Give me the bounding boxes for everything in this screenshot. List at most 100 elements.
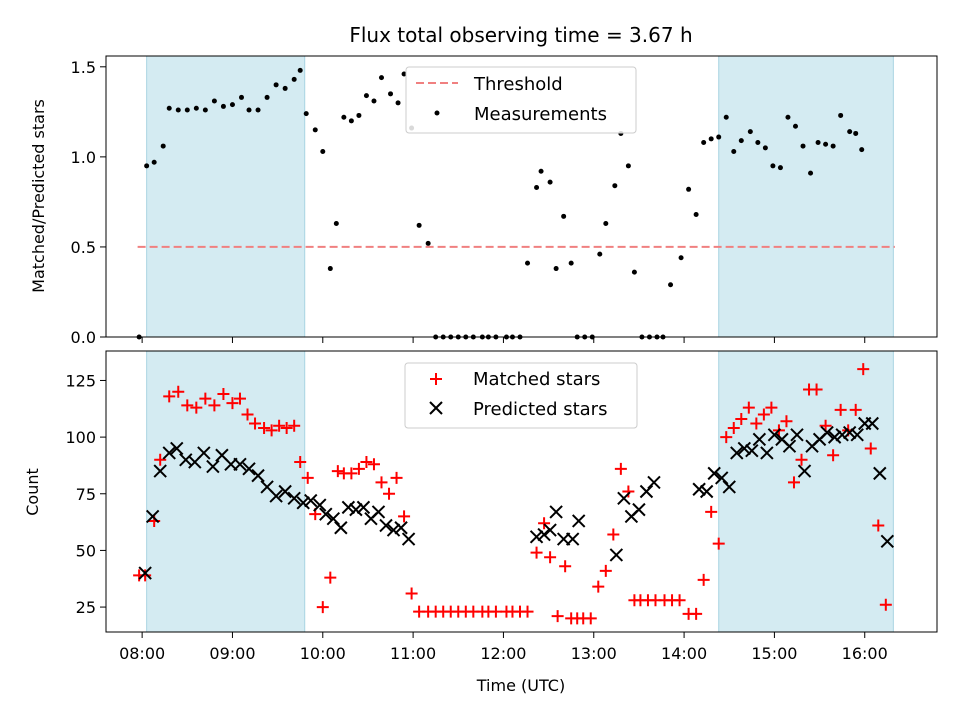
predicted-star-marker: [782, 439, 797, 453]
predicted-star-marker: [760, 446, 774, 460]
matched-star-marker: [735, 412, 748, 425]
measurement-point: [312, 127, 318, 133]
measurement-point: [612, 183, 618, 189]
matched-star-marker: [199, 392, 212, 405]
measurement-point: [327, 266, 333, 272]
bottom-axes-frame: [105, 350, 938, 633]
measurement-point: [847, 129, 853, 135]
predicted-star-marker: [692, 482, 706, 496]
matched-star-marker: [489, 605, 502, 618]
matched-star-marker: [280, 422, 293, 435]
measurement-point: [395, 100, 401, 106]
measurement-point: [686, 186, 692, 192]
matched-star-marker: [720, 431, 733, 444]
matched-star-marker: [827, 449, 840, 462]
predicted-star-marker: [850, 428, 864, 442]
bottom-y-axis-label: Count: [23, 468, 42, 516]
predicted-star-marker: [745, 444, 759, 458]
y-tick-label: 75: [76, 485, 96, 504]
matched-star-marker: [614, 462, 627, 475]
matched-star-marker: [181, 399, 194, 412]
predicted-star-marker: [609, 548, 624, 562]
predicted-star-marker: [197, 446, 211, 460]
measurement-point: [356, 112, 362, 118]
matched-star-marker: [742, 401, 755, 414]
matched-star-marker: [241, 408, 254, 421]
matched-star-marker: [727, 422, 740, 435]
predicted-star-marker: [730, 446, 744, 460]
measurement-point: [777, 165, 783, 171]
x-tick-label: 13:00: [571, 644, 617, 663]
predicted-star-marker: [835, 428, 849, 442]
predicted-star-marker: [379, 518, 393, 533]
bottom-panel: 25 50 75 100 125 08:00 09:00 10:00 11:00 12:00 13…: [23, 350, 938, 695]
y-tick-label: 100: [65, 428, 96, 447]
x-tick-label: 08:00: [119, 644, 165, 663]
measurement-point: [708, 136, 714, 142]
measurement-point: [785, 114, 791, 120]
x-tick-label: 12:00: [480, 644, 526, 663]
predicted-star-marker: [401, 532, 416, 546]
top-y-axis-label: Matched/Predicted stars: [29, 99, 48, 293]
matched-star-marker: [288, 419, 301, 432]
measurement-point: [273, 82, 279, 88]
shaded-interval: [718, 350, 894, 633]
measurement-point: [371, 98, 377, 104]
predicted-star-marker: [752, 432, 767, 447]
predicted-star-marker: [349, 502, 363, 517]
measurement-point: [678, 255, 684, 261]
matched-star-marker: [226, 397, 239, 410]
measurement-point: [568, 260, 574, 266]
predicted-star-marker: [767, 428, 782, 442]
measurement-point: [693, 212, 699, 218]
predicted-star-marker: [632, 502, 646, 517]
top-panel: 0.0 0.5 1.0 1.5 Matched/Predicted stars Thr…: [29, 55, 938, 347]
matched-star-marker: [273, 419, 286, 432]
predicted-star-marker: [571, 514, 586, 528]
measurement-point: [553, 266, 559, 272]
measurement-point: [716, 134, 722, 140]
predicted-star-marker: [880, 534, 895, 549]
measurement-point: [800, 143, 806, 149]
matched-star-marker: [398, 510, 411, 523]
predicted-star-marker: [715, 471, 729, 485]
matched-star-marker: [864, 442, 877, 455]
matched-star-marker: [750, 417, 763, 430]
predicted-star-marker: [296, 496, 310, 510]
measurement-point: [838, 112, 844, 118]
predicted-star-marker: [820, 425, 834, 440]
measurement-point: [220, 103, 226, 109]
matched-star-marker: [690, 607, 703, 620]
predicted-star-marker: [827, 430, 842, 444]
predicted-star-marker: [170, 441, 184, 456]
bottom-x-ticks: 08:00 09:00 10:00 11:00 12:00 13:00 14:00 15:00…: [119, 632, 888, 663]
measurement-point: [808, 170, 814, 176]
measurement-point: [853, 130, 859, 136]
shaded-interval: [146, 55, 306, 338]
measurement-point: [184, 107, 190, 113]
x-tick-label: 10:00: [300, 644, 346, 663]
measurement-point: [348, 118, 354, 124]
predicted-star-marker: [549, 505, 563, 519]
predicted-star-marker: [707, 466, 721, 481]
predicted-star-marker: [790, 428, 804, 442]
x-tick-label: 09:00: [209, 644, 255, 663]
measurement-point: [341, 114, 347, 120]
x-tick-label: 15:00: [751, 644, 797, 663]
matched-star-marker: [405, 587, 418, 600]
legend-matched-swatch: [430, 373, 442, 385]
predicted-star-marker: [737, 441, 752, 456]
matched-star-marker: [258, 422, 271, 435]
matched-star-markers: [133, 363, 892, 625]
matched-star-marker: [249, 417, 262, 430]
matched-star-marker: [163, 390, 176, 403]
measurement-point: [401, 71, 407, 77]
matched-star-marker: [879, 598, 892, 611]
predicted-star-marker: [797, 464, 812, 478]
matched-star-marker: [331, 465, 344, 478]
bottom-shaded-intervals: [146, 350, 894, 633]
matched-star-marker: [607, 528, 620, 541]
legend-measurements-label: Measurements: [474, 104, 607, 125]
top-legend-box: [405, 66, 637, 134]
